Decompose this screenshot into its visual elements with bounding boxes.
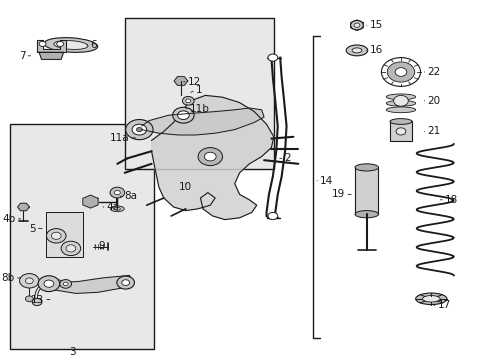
Circle shape	[125, 120, 153, 140]
Circle shape	[44, 280, 54, 287]
Circle shape	[267, 54, 277, 61]
Text: 4a: 4a	[106, 202, 120, 212]
Circle shape	[25, 296, 33, 302]
Ellipse shape	[386, 107, 415, 113]
Ellipse shape	[54, 41, 88, 49]
Circle shape	[182, 96, 194, 105]
Text: 14: 14	[320, 176, 333, 186]
Polygon shape	[174, 77, 187, 85]
Circle shape	[350, 21, 363, 30]
Text: 8a: 8a	[124, 191, 137, 201]
Circle shape	[386, 62, 414, 82]
Ellipse shape	[44, 38, 98, 52]
Ellipse shape	[386, 100, 415, 106]
Text: 5: 5	[29, 224, 36, 234]
Text: 2: 2	[284, 153, 291, 163]
Circle shape	[117, 276, 134, 289]
Circle shape	[177, 111, 189, 120]
Text: 3: 3	[69, 347, 76, 357]
Circle shape	[122, 280, 129, 285]
Polygon shape	[142, 108, 264, 135]
Ellipse shape	[354, 164, 378, 171]
Circle shape	[57, 41, 63, 46]
Text: 9: 9	[99, 240, 105, 251]
Bar	[46, 212, 83, 257]
Circle shape	[132, 124, 146, 135]
Text: 17: 17	[437, 300, 450, 310]
Circle shape	[61, 241, 81, 256]
Text: 7: 7	[19, 51, 25, 61]
Polygon shape	[41, 275, 132, 293]
Circle shape	[394, 68, 406, 76]
Circle shape	[46, 229, 66, 243]
Circle shape	[20, 274, 39, 288]
Polygon shape	[39, 52, 63, 59]
Ellipse shape	[354, 211, 378, 218]
Circle shape	[60, 280, 71, 288]
Polygon shape	[18, 203, 29, 211]
Circle shape	[267, 212, 277, 220]
Polygon shape	[151, 95, 273, 220]
Circle shape	[395, 128, 405, 135]
Text: 1: 1	[195, 85, 202, 95]
Text: 20: 20	[427, 96, 440, 106]
Circle shape	[25, 278, 33, 284]
Text: 21: 21	[427, 126, 440, 136]
Circle shape	[204, 152, 216, 161]
Ellipse shape	[386, 94, 415, 100]
Bar	[389, 121, 411, 141]
Text: 15: 15	[369, 20, 382, 30]
Circle shape	[38, 276, 60, 292]
Bar	[124, 18, 273, 169]
Circle shape	[51, 232, 61, 239]
Circle shape	[32, 298, 42, 306]
Ellipse shape	[389, 119, 411, 124]
Text: 11a: 11a	[110, 133, 129, 143]
Ellipse shape	[114, 207, 120, 210]
Circle shape	[39, 41, 46, 46]
Ellipse shape	[110, 206, 124, 212]
Circle shape	[63, 282, 68, 286]
Ellipse shape	[422, 296, 439, 302]
Text: 4b: 4b	[2, 214, 16, 224]
Text: 11b: 11b	[189, 104, 209, 114]
Text: 10: 10	[179, 182, 192, 192]
Ellipse shape	[351, 48, 361, 53]
Circle shape	[393, 95, 407, 106]
Circle shape	[172, 107, 194, 123]
Circle shape	[198, 148, 222, 166]
Text: 22: 22	[427, 67, 440, 77]
Circle shape	[353, 23, 359, 27]
Bar	[10, 124, 154, 349]
Circle shape	[66, 245, 76, 252]
Text: 13: 13	[31, 294, 44, 305]
Text: 6: 6	[90, 40, 97, 50]
Polygon shape	[82, 195, 98, 208]
Ellipse shape	[415, 293, 446, 305]
Circle shape	[136, 127, 142, 132]
Text: 19: 19	[331, 189, 345, 199]
Text: 16: 16	[369, 45, 382, 55]
Text: 8b: 8b	[1, 273, 15, 283]
Polygon shape	[37, 40, 66, 52]
Circle shape	[110, 187, 124, 198]
Circle shape	[185, 99, 190, 103]
Text: 18: 18	[444, 195, 457, 205]
Bar	[354, 167, 378, 214]
Text: 12: 12	[187, 77, 201, 87]
Circle shape	[114, 190, 120, 195]
Ellipse shape	[346, 45, 367, 56]
